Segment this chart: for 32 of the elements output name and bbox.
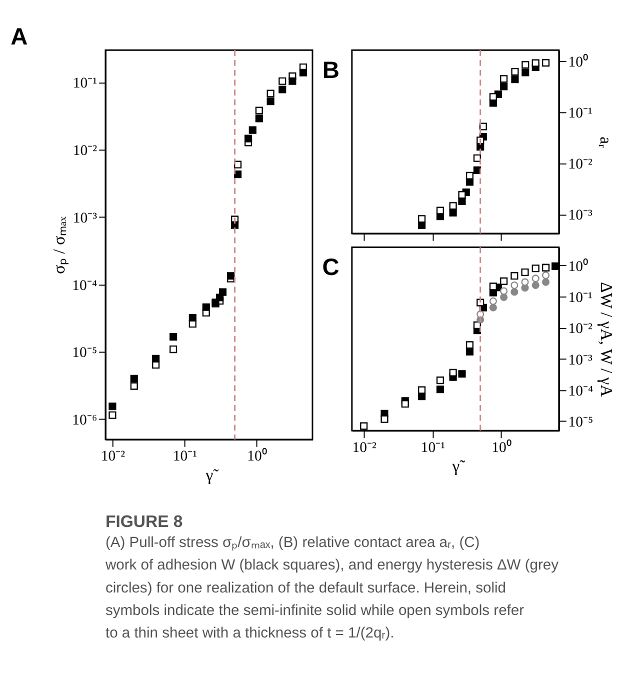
- text: (A) Pull-off stress σₚ/σₘₐₓ, (B) relative contact area aᵣ, (C) work of adhesion W (black squares), and energy hysteresis ΔW (grey circles) for one realization of the default surface. Herein, solid symbols indicate the semi-infinite solid while open symbols refer to a thin sheet with a thickness of t = 1/(2qᵣ).: [104, 534, 560, 642]
- x-axis-title: γ̃: [451, 456, 466, 476]
- y-tick-label: 10⁻³: [568, 208, 594, 224]
- y-tick-label: 10⁰: [568, 54, 588, 71]
- x-axis-title: γ̃: [204, 465, 220, 484]
- y-axis-title: σₚ / σₘₐₓ: [49, 216, 70, 274]
- x-tick-label: 10⁻¹: [172, 448, 198, 465]
- y-tick-label: 10⁻³: [72, 210, 98, 226]
- y-tick-label: 10⁻²: [568, 321, 594, 338]
- x-tick-label: 10⁰: [492, 438, 512, 456]
- y-tick-label: 10⁻¹: [568, 290, 592, 306]
- chart-title: C: [322, 255, 340, 282]
- y-tick-label: 10⁻⁵: [72, 345, 98, 362]
- y-tick-label: 10⁻⁵: [568, 414, 594, 431]
- y-tick-label: 10⁻¹: [72, 76, 98, 92]
- y-axis-title: ΔW / γA, W / γA: [597, 282, 616, 397]
- x-tick-label: 10⁰: [247, 448, 267, 465]
- chart-title: B: [322, 58, 340, 84]
- y-tick-label: 10⁰: [568, 258, 588, 275]
- y-tick-label: 10⁻³: [568, 352, 594, 368]
- text: FIGURE 8: [105, 512, 183, 532]
- x-tick-label: 10⁻¹: [420, 440, 446, 456]
- y-tick-label: 10⁻⁴: [72, 278, 98, 294]
- x-tick-label: 10⁻²: [100, 448, 126, 465]
- y-tick-label: 10⁻⁶: [72, 412, 98, 429]
- chart-title: A: [10, 24, 28, 50]
- y-tick-label: 10⁻²: [568, 156, 594, 173]
- x-tick-label: 10⁻²: [352, 440, 377, 456]
- y-tick-label: 10⁻⁴: [568, 383, 594, 400]
- y-axis-title: aᵣ: [596, 136, 616, 148]
- y-tick-label: 10⁻¹: [568, 106, 592, 122]
- y-tick-label: 10⁻²: [72, 143, 98, 160]
